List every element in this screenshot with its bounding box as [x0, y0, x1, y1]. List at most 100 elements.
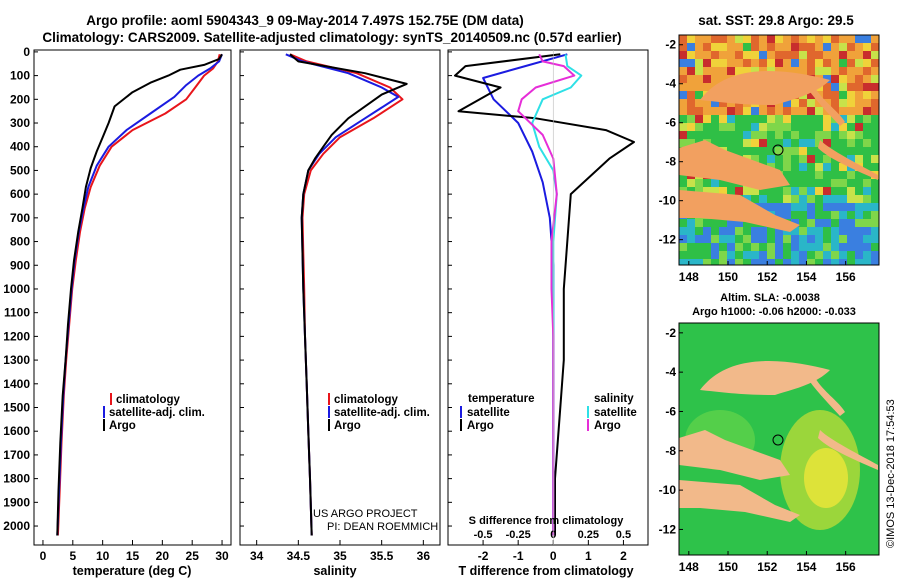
lon-tick-label: 156 — [836, 560, 856, 574]
sst-pixel — [743, 235, 751, 243]
sst-pixel — [799, 243, 807, 251]
sst-pixel — [783, 131, 791, 139]
sst-pixel — [855, 139, 863, 147]
sst-pixel — [799, 195, 807, 203]
sst-pixel — [839, 179, 847, 187]
sst-pixel — [855, 259, 863, 265]
lon-tick-label: 150 — [718, 270, 738, 284]
sst-pixel — [679, 91, 687, 99]
sst-pixel — [815, 99, 823, 107]
series-line-temperature-argo — [454, 53, 635, 536]
salinity-xlabel: salinity — [313, 564, 356, 578]
sst-pixel — [767, 131, 775, 139]
sst-pixel — [679, 131, 687, 139]
sst-pixel — [871, 163, 879, 171]
sst-pixel — [727, 251, 735, 259]
sst-pixel — [815, 131, 823, 139]
sst-pixel — [791, 155, 799, 163]
sst-pixel — [679, 259, 687, 265]
sst-pixel — [759, 251, 767, 259]
sla-map-title-line-1: Altim. SLA: -0.0038 — [720, 292, 820, 304]
sst-pixel — [695, 83, 703, 91]
sst-pixel — [871, 139, 879, 147]
sst-pixel — [719, 179, 727, 187]
sst-pixel — [839, 51, 847, 59]
series-line-argo — [289, 53, 408, 536]
sst-pixel — [711, 51, 719, 59]
sst-pixel — [687, 227, 695, 235]
sst-pixel — [831, 51, 839, 59]
depth-tick-label: 1600 — [3, 424, 30, 438]
sst-pixel — [711, 259, 719, 265]
sst-pixel — [855, 171, 863, 179]
sst-pixel — [679, 227, 687, 235]
sst-pixel — [695, 67, 703, 75]
legend-mark-s-argo — [587, 419, 589, 431]
legend-label-s-argo: Argo — [594, 420, 621, 432]
sst-pixel — [863, 243, 871, 251]
imos-credit: ©IMOS 13-Dec-2018 17:54:53 — [885, 399, 897, 548]
sst-pixel — [871, 203, 879, 211]
sst-pixel — [855, 155, 863, 163]
sst-pixel — [711, 235, 719, 243]
sst-pixel — [871, 115, 879, 123]
sst-pixel — [759, 35, 767, 43]
sst-pixel — [791, 99, 799, 107]
sst-pixel — [703, 187, 711, 195]
sst-pixel — [687, 35, 695, 43]
depth-tick-label: 1800 — [3, 472, 30, 486]
sst-pixel — [807, 171, 815, 179]
sst-pixel — [687, 131, 695, 139]
s-difference-label: S difference from climatology — [469, 515, 625, 527]
sst-pixel — [815, 195, 823, 203]
sst-pixel — [767, 59, 775, 67]
sst-pixel — [767, 139, 775, 147]
sst-pixel — [823, 131, 831, 139]
sst-pixel — [799, 235, 807, 243]
sst-pixel — [727, 67, 735, 75]
sst-pixel — [695, 99, 703, 107]
sst-pixel — [703, 59, 711, 67]
sst-pixel — [743, 147, 751, 155]
sst-pixel — [719, 251, 727, 259]
sst-pixel — [703, 83, 711, 91]
lon-tick-label: 148 — [679, 560, 699, 574]
sst-pixel — [855, 83, 863, 91]
sst-pixel — [815, 59, 823, 67]
sst-pixel — [703, 219, 711, 227]
sst-pixel — [751, 139, 759, 147]
sst-pixel — [807, 227, 815, 235]
x-tick-label: 35.5 — [370, 549, 394, 563]
sst-pixel — [767, 155, 775, 163]
temperature-panel: 0 5 10 15 20 25 30 temperature (deg C) climato… — [33, 49, 232, 578]
float-location-marker — [772, 144, 784, 156]
sst-pixel — [799, 227, 807, 235]
legend-label-argo: Argo — [334, 420, 361, 432]
sst-pixel — [807, 115, 815, 123]
sst-pixel — [807, 107, 815, 115]
x-tick-label: 2 — [620, 549, 627, 563]
sst-pixel — [791, 43, 799, 51]
sst-pixel — [711, 139, 719, 147]
sst-pixel — [695, 259, 703, 265]
sst-pixel — [807, 131, 815, 139]
sst-pixel — [759, 243, 767, 251]
sst-pixel — [695, 219, 703, 227]
legend-label-argo: Argo — [109, 420, 136, 432]
sst-pixel — [799, 187, 807, 195]
sst-pixel — [703, 67, 711, 75]
sst-pixel — [815, 203, 823, 211]
sst-pixel — [751, 123, 759, 131]
sst-pixel — [687, 83, 695, 91]
sst-pixel — [831, 75, 839, 83]
legend-mark-argo — [328, 419, 330, 431]
sst-pixel — [831, 83, 839, 91]
depth-tick-label: 1300 — [3, 353, 30, 367]
sst-pixel — [855, 51, 863, 59]
sst-pixel — [775, 243, 783, 251]
sst-pixel — [863, 91, 871, 99]
sst-pixel — [775, 51, 783, 59]
sst-pixel — [775, 107, 783, 115]
sst-pixel — [823, 155, 831, 163]
lat-tick-label: -8 — [665, 444, 676, 458]
